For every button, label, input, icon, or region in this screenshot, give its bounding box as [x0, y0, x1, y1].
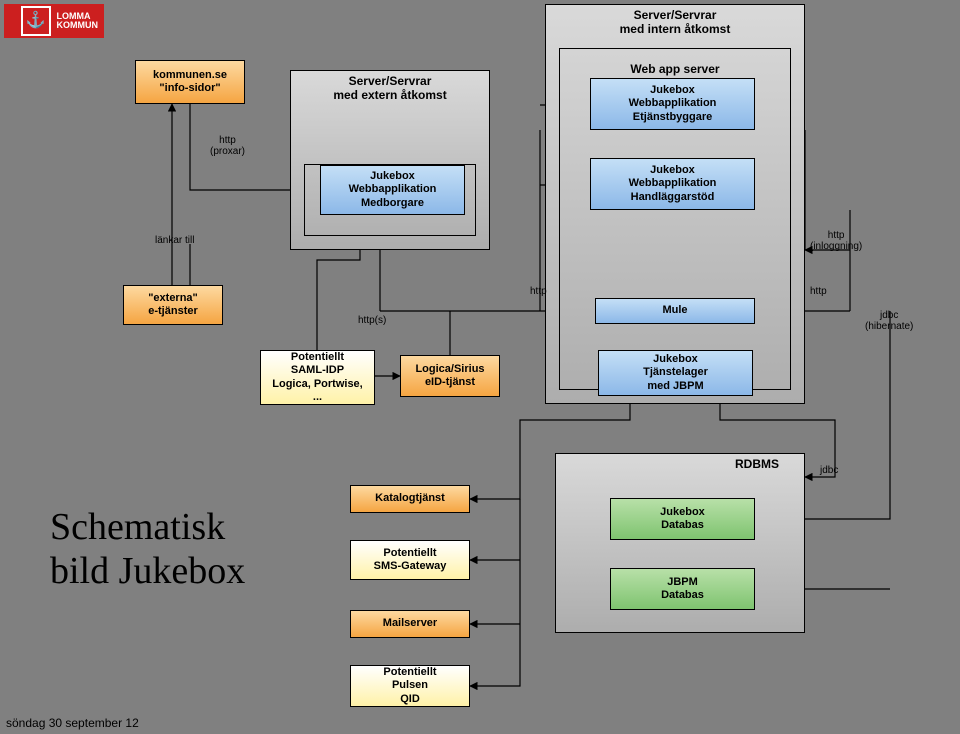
- node-line: Potentiellt: [383, 666, 436, 679]
- container-c_extern: Server/Servrarmed extern åtkomstWeb app …: [290, 70, 490, 250]
- node-pulsen: PotentielltPulsenQID: [350, 665, 470, 707]
- node-line: med JBPM: [647, 380, 703, 393]
- node-mailserver: Mailserver: [350, 610, 470, 638]
- node-line: Jukebox: [370, 170, 415, 183]
- logo: ⚓ LOMMA KOMMUN: [4, 4, 104, 38]
- edge-label: http (inloggning): [810, 230, 862, 252]
- node-line: eID-tjänst: [425, 376, 475, 389]
- container-title: RDBMS: [555, 457, 805, 471]
- node-line: Etjänstbyggare: [633, 111, 712, 124]
- node-db_jukebox: JukeboxDatabas: [610, 498, 755, 540]
- node-line: Katalogtjänst: [375, 492, 445, 505]
- node-line: e-tjänster: [148, 305, 198, 318]
- node-line: Pulsen: [392, 679, 428, 692]
- node-line: "externa": [148, 292, 198, 305]
- edge-label: http(s): [358, 315, 386, 326]
- edge-label: http: [530, 286, 547, 297]
- node-line: Jukebox: [650, 164, 695, 177]
- edge-label: http: [810, 286, 827, 297]
- node-etjanstbygg: JukeboxWebbapplikationEtjänstbyggare: [590, 78, 755, 130]
- edge-label: jdbc: [820, 465, 838, 476]
- node-tjanstelager: JukeboxTjänstelagermed JBPM: [598, 350, 753, 396]
- node-mule: Mule: [595, 298, 755, 324]
- node-samlidp: PotentielltSAML-IDPLogica, Portwise,...: [260, 350, 375, 405]
- node-kommunen: kommunen.se"info-sidor": [135, 60, 245, 104]
- node-line: Mailserver: [383, 617, 437, 630]
- node-line: SAML-IDP: [291, 364, 344, 377]
- node-line: Potentiellt: [383, 547, 436, 560]
- node-smsgw: PotentielltSMS-Gateway: [350, 540, 470, 580]
- node-line: Jukebox: [653, 353, 698, 366]
- container-title: Server/Servrarmed extern åtkomst: [290, 74, 490, 103]
- node-etjanster: "externa"e-tjänster: [123, 285, 223, 325]
- node-line: Databas: [661, 519, 704, 532]
- node-line: JBPM: [667, 576, 698, 589]
- node-line: Mule: [662, 304, 687, 317]
- logo-text-2: KOMMUN: [57, 20, 99, 30]
- node-line: Webbapplikation: [349, 183, 437, 196]
- edge-label: jdbc (hibernate): [865, 310, 913, 332]
- node-line: Databas: [661, 589, 704, 602]
- node-handlaggar: JukeboxWebbapplikationHandläggarstöd: [590, 158, 755, 210]
- container-title: Server/Servrarmed intern åtkomst: [545, 8, 805, 37]
- node-line: ...: [313, 391, 322, 404]
- node-db_jbpm: JBPMDatabas: [610, 568, 755, 610]
- node-line: Webbapplikation: [629, 177, 717, 190]
- node-line: Handläggarstöd: [631, 191, 715, 204]
- page-title: Schematisk bild Jukebox: [50, 505, 245, 593]
- node-line: Potentiellt: [291, 351, 344, 364]
- node-line: Tjänstelager: [643, 366, 708, 379]
- footer-date: söndag 30 september 12: [6, 716, 139, 730]
- node-katalog: Katalogtjänst: [350, 485, 470, 513]
- node-line: Jukebox: [650, 84, 695, 97]
- edge-label: länkar till: [155, 235, 194, 246]
- node-line: QID: [400, 693, 420, 706]
- node-line: Logica, Portwise,: [272, 378, 362, 391]
- node-line: SMS-Gateway: [374, 560, 447, 573]
- node-eidtjanst: Logica/SiriuseID-tjänst: [400, 355, 500, 397]
- node-line: Webbapplikation: [629, 97, 717, 110]
- node-line: Medborgare: [361, 197, 424, 210]
- node-medborgare: JukeboxWebbapplikationMedborgare: [320, 165, 465, 215]
- edge-label: http (proxar): [210, 135, 245, 157]
- container-sublabel: Web app server: [545, 62, 805, 76]
- node-line: Logica/Sirius: [415, 363, 484, 376]
- node-line: "info-sidor": [159, 82, 220, 95]
- node-line: Jukebox: [660, 506, 705, 519]
- node-line: kommunen.se: [153, 69, 227, 82]
